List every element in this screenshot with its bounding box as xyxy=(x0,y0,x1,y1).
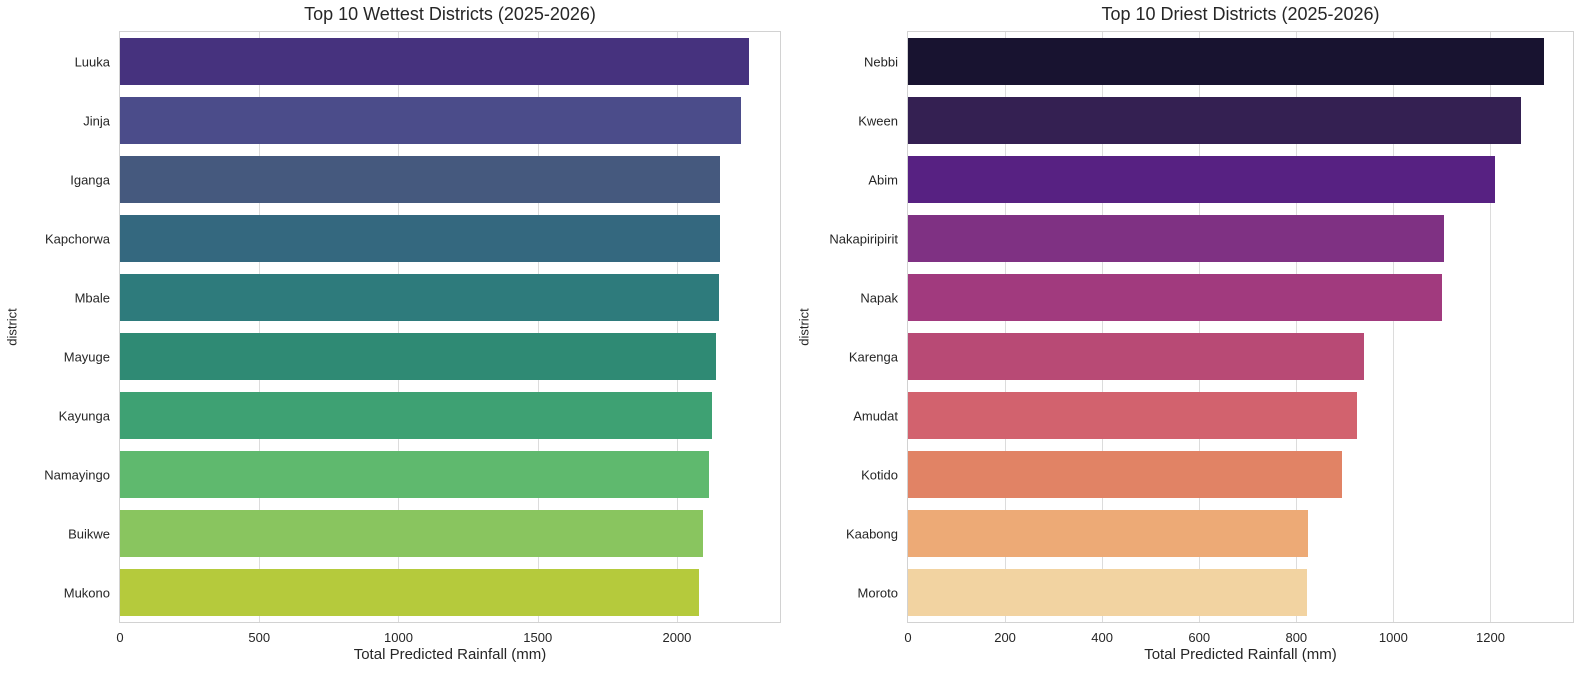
y-tick-label: Buikwe xyxy=(68,526,110,541)
y-tick-label: Iganga xyxy=(70,172,110,187)
bar-abim xyxy=(908,155,1496,204)
x-tick-label: 1500 xyxy=(523,630,553,645)
chart-title-driest: Top 10 Driest Districts (2025-2026) xyxy=(1101,4,1380,24)
y-tick-label: Karenga xyxy=(848,349,898,364)
gridline xyxy=(1393,32,1395,622)
y-tick-label: Amudat xyxy=(853,408,898,423)
x-tick-label: 400 xyxy=(1091,630,1114,645)
bar-iganga xyxy=(120,155,721,204)
bar-amudat xyxy=(908,391,1358,440)
bar-nebbi xyxy=(908,37,1544,86)
y-tick-label: Nakapiripirit xyxy=(829,231,898,246)
bar-kotido xyxy=(908,450,1343,499)
x-tick-label: 1000 xyxy=(384,630,413,645)
bar-moroto xyxy=(908,568,1308,617)
bar-luuka xyxy=(120,37,750,86)
bar-kaabong xyxy=(908,509,1309,558)
bar-kapchorwa xyxy=(120,214,720,263)
x-tick-label: 1000 xyxy=(1378,630,1408,645)
subplot-wettest: Top 10 Wettest Districts (2025-2026) dis… xyxy=(4,4,781,663)
bar-namayingo xyxy=(120,450,709,499)
y-axis-label-wettest: district xyxy=(4,308,20,346)
y-tick-label: Kayunga xyxy=(58,408,110,423)
gridline xyxy=(1005,32,1007,622)
x-tick-label: 200 xyxy=(994,630,1016,645)
y-tick-label: Luuka xyxy=(74,54,110,69)
gridline xyxy=(1490,32,1492,622)
x-tick-label: 500 xyxy=(248,630,271,645)
subplot-driest: Top 10 Driest Districts (2025-2026) dist… xyxy=(792,0,1584,684)
y-tick-label: Kween xyxy=(858,113,898,128)
y-tick-label: Kotido xyxy=(861,467,898,482)
x-tick-label: 2000 xyxy=(662,630,692,645)
bar-jinja xyxy=(120,96,741,145)
x-tick-label: 0 xyxy=(904,630,912,645)
y-tick-label: Jinja xyxy=(83,113,110,128)
y-tick-label: Mbale xyxy=(74,290,110,305)
bar-kween xyxy=(908,96,1522,145)
plot-area-wettest: Luuka Jinja Iganga Kapchorwa Mbale Mayuge Kayu… xyxy=(44,31,781,645)
gridline xyxy=(398,32,400,622)
y-tick-label: Mayuge xyxy=(63,349,110,364)
y-tick-label: Namayingo xyxy=(44,467,110,482)
x-tick-label: 600 xyxy=(1188,630,1211,645)
x-axis-label-driest: Total Predicted Rainfall (mm) xyxy=(1144,646,1337,663)
x-axis-label-wettest: Total Predicted Rainfall (mm) xyxy=(353,646,547,663)
y-tick-label: Nebbi xyxy=(864,54,898,69)
x-tick-label: 800 xyxy=(1285,630,1308,645)
gridline xyxy=(676,32,678,622)
gridline xyxy=(1296,32,1298,622)
y-tick-label: Kapchorwa xyxy=(44,231,110,246)
bar-mayuge xyxy=(120,332,716,381)
y-tick-label: Kaabong xyxy=(845,526,898,541)
y-tick-label: Moroto xyxy=(857,585,898,600)
x-tick-label: 1200 xyxy=(1476,630,1505,645)
gridline xyxy=(1199,32,1201,622)
y-tick-label: Mukono xyxy=(63,585,110,600)
bar-karenga xyxy=(908,332,1365,381)
gridline xyxy=(1102,32,1104,622)
bar-mukono xyxy=(120,568,699,617)
bar-mbale xyxy=(120,273,720,322)
gridline xyxy=(259,32,261,622)
bar-nakapiripirit xyxy=(908,214,1444,263)
bar-buikwe xyxy=(120,509,704,558)
chart-title-wettest: Top 10 Wettest Districts (2025-2026) xyxy=(304,4,596,24)
y-axis-label-driest: district xyxy=(796,308,812,346)
gridline xyxy=(537,32,539,622)
bar-napak xyxy=(908,273,1443,322)
x-tick-label: 0 xyxy=(116,630,124,645)
y-tick-label: Napak xyxy=(860,290,898,305)
plot-area-driest: Nebbi Kween Abim Nakapiripirit Napak Karenga A… xyxy=(829,31,1574,645)
bar-kayunga xyxy=(120,391,713,440)
y-tick-label: Abim xyxy=(868,172,898,187)
